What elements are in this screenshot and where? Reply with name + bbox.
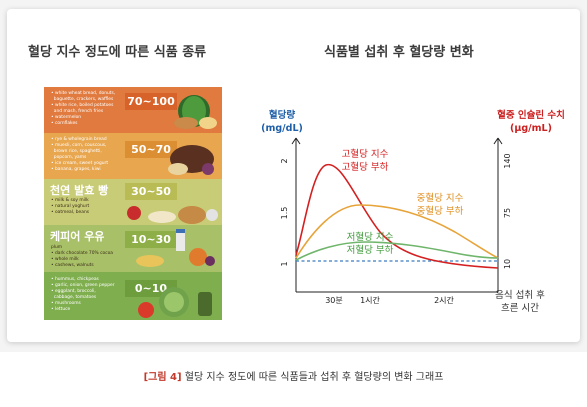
- range-badge: 10~30: [125, 231, 177, 248]
- range-badge: 50~70: [125, 141, 177, 158]
- figure-caption: [그림 4] 혈당 지수 정도에 따른 식품들과 섭취 후 혈당량의 변화 그래…: [0, 368, 587, 383]
- figure-caption-tag: [그림 4]: [143, 372, 182, 383]
- band-gi-10-30: 케피어 우유 plum • dark chocolate 70% cocoa •…: [44, 225, 222, 272]
- left-axis: [291, 137, 301, 292]
- right-axis-ticks: 10 75 140: [503, 153, 512, 269]
- band-food-list: • rye & wholegrain bread • muesli, corn,…: [51, 137, 109, 172]
- band-food-list: • milk & soy milk • natural yoghurt • oa…: [51, 198, 90, 215]
- legend-low-line2: 저혈당 부하: [347, 244, 394, 256]
- x-axis-label-line1: 음식 섭취 후: [495, 290, 545, 301]
- chart-title: 식품별 섭취 후 혈당량 변화: [324, 45, 474, 60]
- right-axis-label-line2: (μg/mL): [510, 123, 552, 134]
- legend-high-line2: 고혈당 부하: [342, 161, 389, 173]
- band-gi-50-70: • rye & wholegrain bread • muesli, corn,…: [44, 133, 222, 179]
- food-illustration: [136, 229, 215, 267]
- band-gi-30-50: 천연 발효 빵 • milk & soy milk • natural yogh…: [44, 179, 222, 225]
- left-tick-label: 1.5: [280, 207, 289, 220]
- glycemic-food-panel: • white wheat bread, donuts, baguette, c…: [44, 87, 222, 320]
- band-gi-70-100: • white wheat bread, donuts, baguette, c…: [44, 87, 222, 133]
- series-line-low: [295, 241, 499, 261]
- x-tick-label: 30분: [325, 296, 343, 305]
- x-tick-label: 1시간: [360, 295, 380, 305]
- figure-caption-text: 혈당 지수 정도에 따른 식품들과 섭취 후 혈당량의 변화 그래프: [184, 372, 444, 383]
- x-axis-label-line2: 흐른 시간: [501, 303, 539, 314]
- right-tick-label: 10: [503, 259, 512, 269]
- band-food-list: plum • dark chocolate 70% cocoa • whole …: [51, 245, 113, 268]
- left-axis-label-line1: 혈당량: [269, 109, 295, 121]
- x-tick-label: 2시간: [434, 295, 454, 305]
- left-tick-label: 1: [280, 261, 289, 266]
- left-panel-title: 혈당 지수 정도에 따른 식품 종류: [28, 45, 207, 60]
- right-tick-label: 140: [503, 153, 512, 168]
- food-illustration: [174, 95, 217, 129]
- food-illustration: [127, 206, 218, 224]
- range-badge: 30~50: [125, 183, 177, 200]
- series-line-medium: [295, 204, 499, 259]
- x-axis-ticks: 30분 1시간 2시간: [325, 295, 454, 305]
- legend-low-line1: 저혈당 지수: [347, 231, 394, 243]
- range-badge: 70~100: [125, 93, 177, 110]
- right-tick-label: 75: [503, 208, 512, 218]
- left-axis-ticks: 11.52: [280, 158, 289, 266]
- legend-medium-line2: 중혈당 부하: [417, 205, 464, 217]
- food-illustration: [168, 145, 214, 175]
- band-food-list: • hummus, chickpeas • garlic, onion, gre…: [51, 277, 115, 312]
- band-subtitle: 천연 발효 빵: [50, 184, 109, 197]
- left-axis-label-line2: (mg/dL): [261, 123, 303, 134]
- left-tick-label: 2: [280, 158, 289, 163]
- series-line-high: [295, 164, 499, 269]
- legend-medium-line1: 중혈당 지수: [417, 192, 464, 204]
- legend-high-line1: 고혈당 지수: [342, 148, 389, 160]
- band-food-list: • white wheat bread, donuts, baguette, c…: [51, 91, 116, 126]
- band-gi-0-10: • hummus, chickpeas • garlic, onion, gre…: [44, 272, 222, 320]
- food-illustration: [138, 287, 212, 318]
- right-axis-label-line1: 혈중 인슐린 수치: [497, 109, 565, 121]
- right-axis: [493, 137, 503, 292]
- band-subtitle: 케피어 우유: [50, 230, 105, 243]
